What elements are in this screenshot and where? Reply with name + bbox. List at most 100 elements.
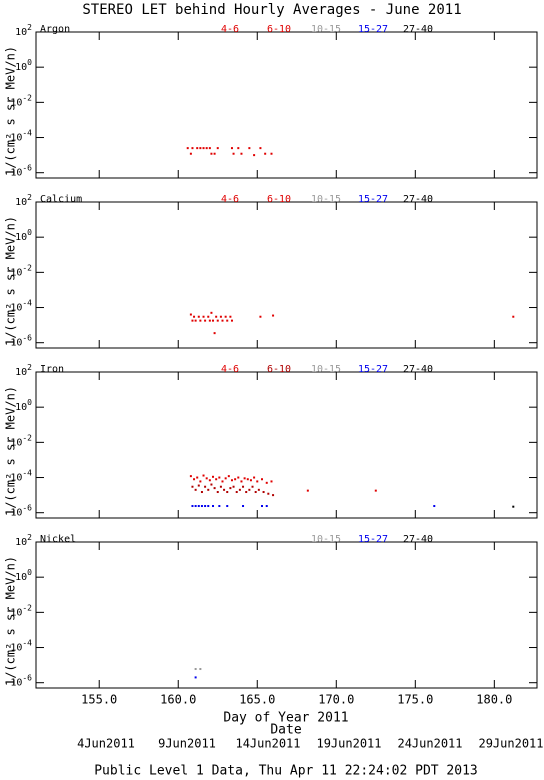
y-tick-label: 102 [15, 363, 32, 379]
data-point [202, 147, 205, 150]
data-point [193, 478, 196, 481]
data-point [261, 478, 264, 481]
y-tick-base: 10 [15, 402, 27, 413]
data-point [230, 319, 233, 322]
legend-entry: 4-6 [221, 194, 239, 205]
data-point [212, 505, 215, 508]
date-label: 29Jun2011 [478, 737, 543, 751]
data-point [204, 319, 207, 322]
y-tick-label: 10-6 [10, 503, 32, 519]
data-point [226, 505, 229, 508]
data-point [194, 319, 197, 322]
data-point [219, 485, 222, 488]
y-tick-label: 102 [15, 193, 32, 209]
data-point [246, 478, 249, 481]
data-point [207, 488, 210, 491]
y-tick-base: 10 [10, 267, 22, 278]
data-point [242, 505, 245, 508]
y-tick-power: -2 [22, 433, 32, 442]
data-point [208, 479, 211, 482]
data-point [200, 491, 203, 494]
data-point [212, 475, 215, 478]
data-point [237, 476, 240, 479]
data-point [265, 481, 268, 484]
y-tick-power: 2 [27, 193, 32, 202]
y-tick-base: 10 [10, 303, 22, 314]
y-tick-label: 100 [15, 58, 32, 74]
data-point [205, 477, 208, 480]
y-tick-base: 10 [10, 508, 22, 519]
y-tick-base: 10 [10, 338, 22, 349]
y-tick-base: 10 [15, 367, 27, 378]
data-point [205, 147, 208, 150]
legend-entry: 15-27 [358, 24, 388, 35]
data-point [216, 319, 219, 322]
data-point [216, 147, 219, 150]
y-tick-power: -6 [22, 163, 32, 172]
data-point [194, 676, 197, 679]
data-point [210, 152, 213, 155]
data-point [189, 475, 192, 478]
data-point [218, 505, 221, 508]
data-point [230, 147, 233, 150]
y-tick-base: 10 [15, 537, 27, 548]
data-point [193, 315, 196, 318]
x-tick-label: 155.0 [81, 693, 117, 707]
date-label: 4Jun2011 [77, 737, 135, 751]
legend-entry: 6-10 [267, 194, 291, 205]
data-point [208, 147, 211, 150]
y-tick-base: 10 [15, 232, 27, 243]
x-tick-label: 180.0 [476, 693, 512, 707]
plot-frame [35, 541, 538, 689]
date-label: 19Jun2011 [316, 737, 381, 751]
legend-entry: 15-27 [358, 194, 388, 205]
plot-frame [35, 371, 538, 519]
y-tick-power: 0 [27, 228, 32, 237]
data-point [219, 315, 222, 318]
data-point [512, 315, 515, 318]
y-axis-label: 1/(cm² s sr MeV/n) [4, 556, 18, 686]
data-point [224, 477, 227, 480]
data-point [267, 492, 270, 495]
data-point [213, 332, 216, 335]
data-point [191, 505, 194, 508]
data-point [240, 480, 243, 483]
y-tick-power: -4 [22, 298, 32, 307]
x-tick-label: 160.0 [160, 693, 196, 707]
data-point [238, 488, 241, 491]
data-point [229, 315, 232, 318]
panel-label: Calcium [40, 194, 82, 205]
data-point [199, 668, 202, 671]
y-tick-power: -2 [22, 263, 32, 272]
data-point [191, 147, 194, 150]
legend-entry: 27-40 [403, 194, 433, 205]
y-tick-label: 10-2 [10, 433, 32, 449]
data-point [207, 505, 210, 508]
data-point [200, 505, 203, 508]
legend-entry: 6-10 [267, 364, 291, 375]
y-tick-label: 10-6 [10, 163, 32, 179]
data-point [226, 319, 229, 322]
y-tick-power: 0 [27, 58, 32, 67]
y-tick-label: 10-4 [10, 468, 32, 484]
data-point [202, 474, 205, 477]
y-tick-power: 2 [27, 363, 32, 372]
data-point [512, 505, 515, 508]
legend-entry: 27-40 [403, 534, 433, 545]
data-point [186, 147, 189, 150]
data-point [226, 491, 229, 494]
y-tick-base: 10 [10, 643, 22, 654]
y-tick-power: 0 [27, 398, 32, 407]
data-point [191, 319, 194, 322]
panel-label: Argon [40, 24, 70, 35]
data-point [221, 319, 224, 322]
data-point [229, 487, 232, 490]
data-point [210, 311, 213, 314]
data-point [374, 489, 377, 492]
date-axis-label: Date [270, 723, 301, 738]
plot-frame [35, 31, 538, 179]
y-axis-label: 1/(cm² s sr MeV/n) [4, 216, 18, 346]
y-tick-label: 10-2 [10, 263, 32, 279]
data-point [210, 483, 213, 486]
